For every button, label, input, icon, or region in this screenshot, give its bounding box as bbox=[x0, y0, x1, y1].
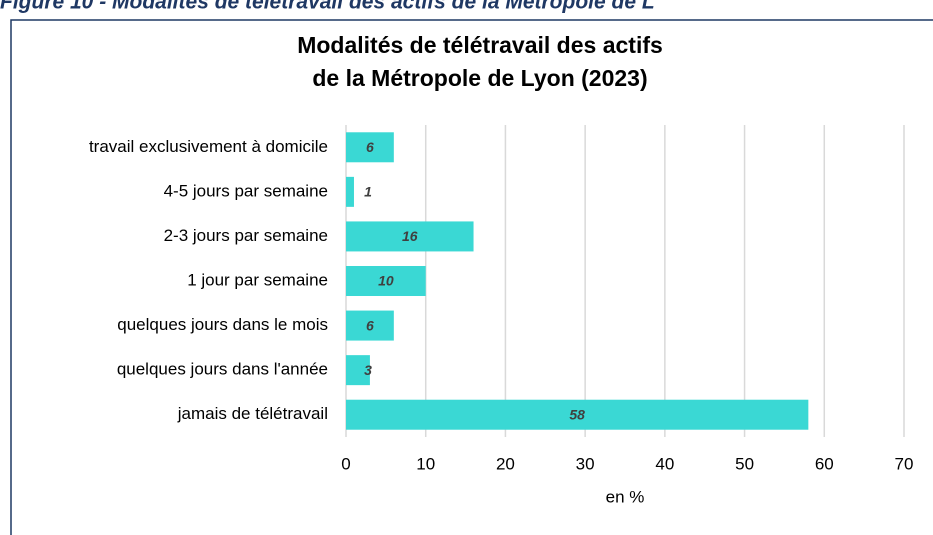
bar bbox=[346, 266, 426, 296]
bar bbox=[346, 132, 394, 163]
y-tick-label: quelques jours dans l'année bbox=[117, 360, 328, 379]
bar bbox=[346, 355, 370, 386]
y-tick-label: 4-5 jours par semaine bbox=[164, 181, 328, 200]
y-tick-label: jamais de télétravail bbox=[177, 404, 328, 423]
x-tick-label: 0 bbox=[341, 454, 350, 473]
x-tick-label: 40 bbox=[655, 454, 674, 473]
bar bbox=[346, 310, 394, 341]
y-tick-label: 2-3 jours par semaine bbox=[164, 226, 328, 245]
x-axis-title: en % bbox=[606, 487, 645, 506]
data-label: 10 bbox=[378, 273, 394, 289]
x-tick-label: 20 bbox=[496, 454, 515, 473]
x-tick-label: 70 bbox=[895, 454, 914, 473]
bar bbox=[346, 221, 474, 252]
y-tick-label: 1 jour par semaine bbox=[187, 270, 328, 289]
bar bbox=[346, 399, 809, 430]
y-tick-label: quelques jours dans le mois bbox=[117, 315, 328, 334]
x-tick-label: 10 bbox=[416, 454, 435, 473]
chart-title: de la Métropole de Lyon (2023) bbox=[312, 65, 647, 91]
data-label: 1 bbox=[364, 184, 372, 200]
data-label: 3 bbox=[364, 362, 372, 378]
frame bbox=[10, 19, 933, 535]
data-label: 6 bbox=[366, 317, 374, 333]
data-label: 6 bbox=[366, 139, 374, 155]
data-label: 16 bbox=[402, 228, 418, 244]
data-label: 58 bbox=[569, 406, 585, 422]
chart-title: Modalités de télétravail des actifs bbox=[297, 32, 663, 58]
bar bbox=[346, 176, 354, 207]
x-tick-label: 60 bbox=[815, 454, 834, 473]
x-tick-label: 30 bbox=[576, 454, 595, 473]
x-tick-label: 50 bbox=[735, 454, 754, 473]
figure-caption: Figure 10 - Modalités de télétravail des… bbox=[0, 0, 655, 14]
y-tick-label: travail exclusivement à domicile bbox=[89, 137, 328, 156]
